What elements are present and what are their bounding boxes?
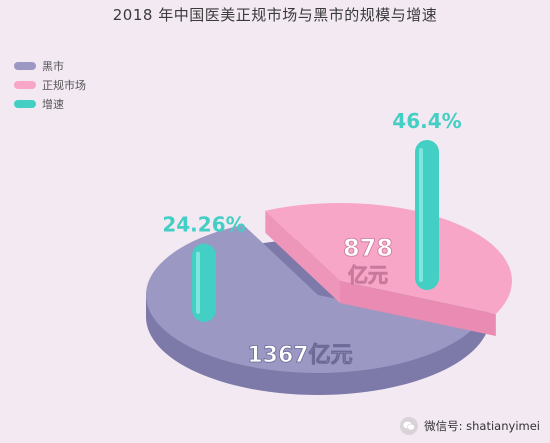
value-label-black-market: 1367亿元 (247, 343, 352, 368)
legend-label-regular-market: 正规市场 (42, 78, 86, 92)
growth-bar-black-market-highlight (196, 251, 200, 314)
chart-title: 2018 年中国医美正规市场与黑市的规模与增速 (112, 6, 438, 24)
wechat-watermark: 微信号: shatianyimei (400, 417, 540, 435)
legend-label-black-market: 黑市 (42, 59, 64, 73)
legend-item-black-market: 黑市 (14, 56, 86, 75)
growth-label-black-market: 24.26% (162, 213, 245, 237)
value-label-regular-market-unit: 亿元 (348, 263, 388, 287)
legend-swatch-black-market (14, 61, 36, 70)
growth-bar-black-market (192, 243, 216, 322)
regular-market-side-cut (340, 281, 496, 336)
regular-market-slice (265, 202, 512, 314)
legend-item-regular-market: 正规市场 (14, 75, 86, 94)
regular-market-side-cut-2 (265, 210, 340, 303)
legend-label-growth: 增速 (42, 97, 64, 111)
legend-swatch-growth (14, 99, 36, 108)
value-label-regular-market-number: 878 (343, 234, 393, 262)
growth-bar-regular-market (415, 140, 439, 290)
wechat-icon (400, 417, 419, 435)
black-market-slice (145, 224, 474, 373)
growth-label-regular-market: 46.4% (392, 109, 461, 133)
legend-swatch-regular-market (14, 80, 36, 89)
wechat-id-text: 微信号: shatianyimei (424, 419, 540, 433)
chart-legend: 黑市 正规市场 增速 (14, 56, 86, 113)
legend-item-growth: 增速 (14, 94, 86, 113)
growth-bar-regular-market-highlight (419, 148, 423, 282)
